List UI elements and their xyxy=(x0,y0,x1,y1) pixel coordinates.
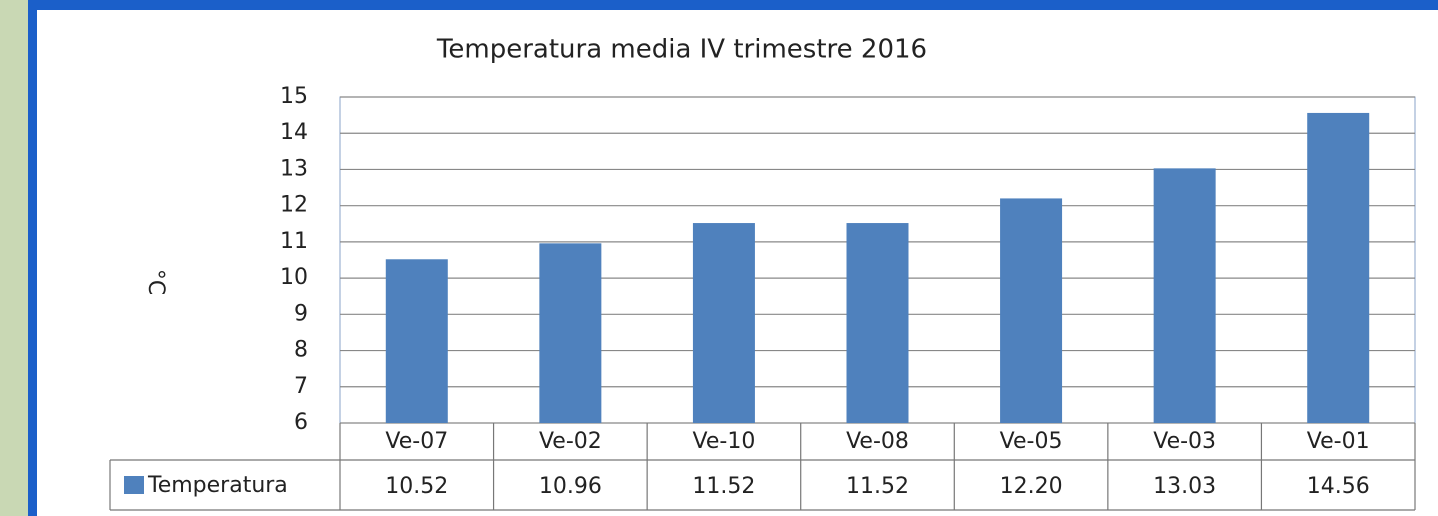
bar xyxy=(385,259,448,423)
chart-title: Temperatura media IV trimestre 2016 xyxy=(436,35,927,65)
x-tick-label: Ve-01 xyxy=(1307,429,1370,454)
data-label: 14.56 xyxy=(1307,474,1370,499)
data-label: 10.52 xyxy=(385,474,448,499)
data-label: 11.52 xyxy=(692,474,755,499)
y-tick-label: 15 xyxy=(280,84,308,109)
x-tick-label: Ve-07 xyxy=(385,429,448,454)
x-tick-label: Ve-10 xyxy=(693,429,756,454)
y-tick-label: 12 xyxy=(280,193,308,218)
legend-label: Temperatura xyxy=(147,473,288,498)
x-tick-label: Ve-03 xyxy=(1153,429,1216,454)
y-tick-label: 6 xyxy=(294,410,308,435)
y-tick-label: 14 xyxy=(280,120,308,145)
data-label: 13.03 xyxy=(1153,474,1216,499)
data-label: 10.96 xyxy=(539,474,602,499)
bar xyxy=(692,223,755,423)
x-tick-label: Ve-05 xyxy=(1000,429,1063,454)
side-image xyxy=(0,0,28,516)
bar xyxy=(1153,168,1216,423)
x-tick-label: Ve-08 xyxy=(846,429,909,454)
y-tick-label: 8 xyxy=(294,338,308,363)
x-tick-label: Ve-02 xyxy=(539,429,602,454)
y-axis-label: °C xyxy=(143,269,168,295)
data-label: 12.20 xyxy=(1000,474,1063,499)
y-tick-label: 7 xyxy=(294,374,308,399)
y-tick-label: 9 xyxy=(294,301,308,326)
data-label: 11.52 xyxy=(846,474,909,499)
bar xyxy=(1307,112,1370,423)
y-tick-label: 13 xyxy=(280,156,308,181)
legend-swatch xyxy=(124,476,144,494)
bar xyxy=(1000,198,1063,423)
bar xyxy=(539,243,602,423)
y-tick-label: 11 xyxy=(280,229,308,254)
bar xyxy=(846,223,909,423)
y-tick-label: 10 xyxy=(280,265,308,290)
